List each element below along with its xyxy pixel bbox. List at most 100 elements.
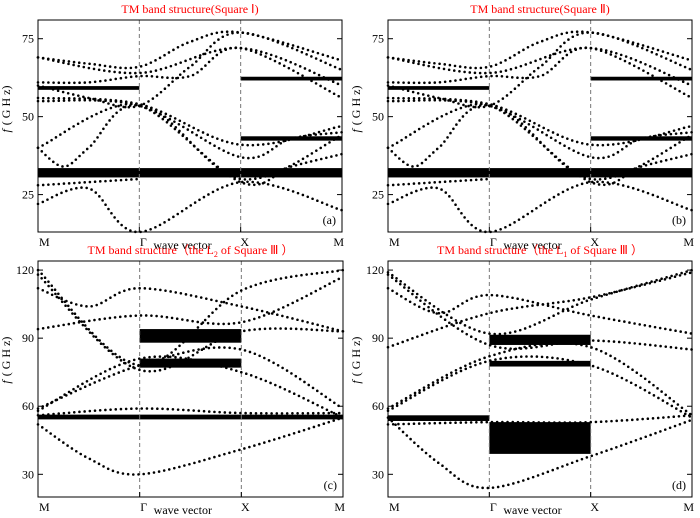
band-6: [36, 286, 345, 333]
plot-frame: [387, 260, 693, 498]
band-5: [36, 275, 345, 331]
chart-title: TM band structure(Square Ⅰ): [121, 2, 258, 16]
x-tick-label: X: [240, 235, 249, 249]
y-tick-label: 25: [22, 188, 34, 202]
band-9: [386, 46, 694, 87]
title-subscript: 2: [214, 250, 218, 259]
band-1: [386, 177, 491, 187]
y-tick-label: 25: [372, 188, 384, 202]
x-axis-label: wave vector: [503, 503, 561, 517]
panel-label: (c): [324, 478, 337, 492]
band-2: [386, 180, 694, 234]
band-1: [36, 177, 141, 187]
plot-frame: [37, 19, 343, 233]
x-tick-label: X: [590, 235, 599, 249]
band-gap: [388, 86, 490, 90]
band-8: [386, 46, 694, 100]
band-3: [36, 355, 345, 419]
band-gap: [388, 168, 692, 178]
x-tick-label: Γ: [140, 235, 147, 249]
y-tick-label: 60: [372, 399, 384, 413]
band-2: [386, 414, 694, 426]
x-axis-label: wave vector: [153, 238, 211, 252]
y-axis-unit: ( G H z): [0, 86, 13, 126]
band-10: [36, 30, 344, 70]
chart-title: TM band structure（the L1 of Square Ⅲ ）: [437, 243, 643, 259]
title-part: of Square Ⅲ ）: [567, 243, 643, 257]
band-gap: [38, 86, 140, 90]
y-axis-symbol: f: [0, 379, 13, 384]
band-4: [36, 346, 345, 410]
chart-title: TM band structure（the L2 of Square Ⅲ ）: [88, 243, 294, 259]
x-tick-label: M: [683, 235, 694, 249]
y-axis-unit: ( G H z): [349, 86, 363, 126]
band-8: [36, 46, 344, 100]
x-tick-label: Γ: [140, 500, 147, 514]
band-gap: [489, 422, 591, 454]
title-part: of Square Ⅲ ）: [218, 243, 294, 257]
chart-title: TM band structure(Square Ⅱ): [470, 2, 610, 16]
band-6: [386, 273, 694, 351]
y-axis-label: f ( G H z): [0, 337, 13, 384]
band-5: [386, 271, 694, 349]
band-gap: [489, 334, 591, 345]
band-9: [36, 46, 344, 87]
y-axis-label: f ( G H z): [0, 86, 13, 133]
plot-frame: [387, 19, 693, 233]
y-axis-unit: ( G H z): [0, 337, 13, 377]
band-4: [386, 102, 694, 181]
panel-label: (a): [323, 213, 336, 227]
band-gap: [139, 358, 242, 368]
panel-label: (d): [672, 478, 686, 492]
x-tick-label: Γ: [490, 500, 497, 514]
y-tick-label: 90: [22, 331, 34, 345]
x-tick-label: M: [389, 500, 400, 514]
band-7: [386, 31, 694, 109]
x-tick-label: M: [334, 500, 345, 514]
y-axis-symbol: f: [349, 379, 363, 384]
band-gap: [590, 76, 692, 81]
band-gap: [38, 414, 343, 420]
y-tick-label: 30: [372, 467, 384, 481]
panel-label: (b): [672, 213, 686, 227]
band-5: [36, 98, 344, 160]
band-gap: [38, 168, 342, 178]
x-tick-label: M: [333, 235, 344, 249]
x-tick-label: X: [590, 500, 599, 514]
x-tick-label: M: [389, 235, 400, 249]
y-axis-label: f ( G H z): [349, 86, 363, 133]
title-part: TM band structure（the L: [437, 243, 563, 257]
band-5: [386, 98, 694, 160]
y-tick-label: 50: [22, 110, 34, 124]
band-6: [36, 96, 344, 147]
y-axis-label: f ( G H z): [349, 337, 363, 384]
y-tick-label: 50: [372, 110, 384, 124]
x-tick-label: M: [39, 500, 50, 514]
title-subscript: 1: [563, 250, 567, 259]
y-tick-label: 90: [372, 331, 384, 345]
plot-frame: [37, 260, 344, 498]
x-tick-label: X: [241, 500, 250, 514]
panel-d: TM band structure（the L1 of Square Ⅲ ） 30…: [349, 243, 694, 517]
x-axis-label: wave vector: [503, 238, 561, 252]
band-10: [386, 30, 694, 70]
band-7: [36, 273, 345, 373]
band-6: [386, 96, 694, 147]
band-7: [386, 268, 694, 336]
band-1: [36, 416, 345, 476]
band-2: [36, 407, 345, 417]
y-tick-label: 60: [22, 399, 34, 413]
band-gap: [240, 76, 342, 81]
band-2: [36, 180, 344, 234]
y-tick-label: 75: [22, 32, 34, 46]
x-tick-label: M: [683, 500, 694, 514]
y-tick-label: 120: [366, 263, 384, 277]
title-part: TM band structure（the L: [88, 243, 214, 257]
panel-c: TM band structure（the L2 of Square Ⅲ ） 30…: [0, 243, 345, 517]
y-tick-label: 30: [22, 467, 34, 481]
y-tick-label: 120: [16, 263, 34, 277]
band-7: [36, 31, 344, 109]
y-axis-symbol: f: [0, 128, 13, 133]
band-4: [386, 341, 694, 417]
